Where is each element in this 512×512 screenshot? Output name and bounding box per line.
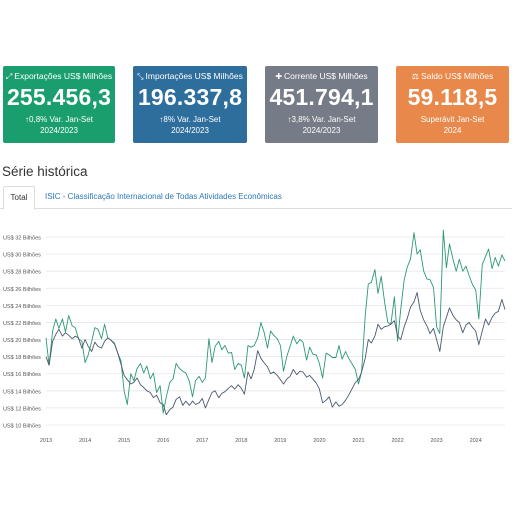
card-period: 2024/2023 <box>302 126 341 135</box>
y-tick-label: US$ 28 Bilhões <box>3 270 41 276</box>
arrow-up-icon: ↑ <box>287 115 292 124</box>
y-tick-label: US$ 18 Bilhões <box>3 355 41 361</box>
card-period: 2024 <box>443 126 462 135</box>
x-tick-label: 2016 <box>157 438 169 444</box>
compress-arrows-icon: ⤡ <box>137 72 144 81</box>
scale-icon: ⚖ <box>411 72 419 81</box>
card-period: 2024/2023 <box>40 126 78 135</box>
card-title: Saldo US$ Milhões <box>420 71 494 81</box>
y-tick-label: US$ 16 Bilhões <box>3 372 41 378</box>
plus-icon: ✚ <box>275 72 283 81</box>
y-tick-label: US$ 24 Bilhões <box>3 304 41 310</box>
x-tick-label: 2014 <box>79 438 91 444</box>
x-tick-label: 2020 <box>313 438 325 444</box>
arrow-up-icon: ↑ <box>159 115 164 124</box>
y-tick-label: US$ 14 Bilhões <box>3 389 41 395</box>
card-variation: Superávit Jan-Set <box>420 115 485 124</box>
x-tick-label: 2022 <box>391 438 403 444</box>
y-tick-label: US$ 22 Bilhões <box>3 321 41 327</box>
series-line-0 <box>45 229 506 414</box>
x-tick-label: 2013 <box>40 438 52 444</box>
card-exportacoes[interactable]: ⤢ Exportações US$ Milhões 255.456,3 ↑0,8%… <box>3 66 115 143</box>
card-value: 255.456,3 <box>6 84 112 110</box>
summary-cards: ⤢ Exportações US$ Milhões 255.456,3 ↑0,8%… <box>0 66 512 144</box>
card-title: Corrente US$ Milhões <box>284 71 368 81</box>
card-corrente[interactable]: ✚ Corrente US$ Milhões 451.794,1 ↑3,8% Va… <box>265 66 378 143</box>
x-tick-label: 2023 <box>431 438 443 444</box>
series-line-1 <box>45 292 506 416</box>
tab-total[interactable]: Total <box>3 186 35 210</box>
x-tick-label: 2024 <box>470 438 482 444</box>
card-variation: 8% Var. Jan-Set <box>163 115 221 124</box>
card-title: Exportações US$ Milhões <box>14 71 113 81</box>
y-tick-label: US$ 26 Bilhões <box>3 287 41 293</box>
expand-arrows-icon: ⤢ <box>5 72 13 81</box>
card-saldo[interactable]: ⚖ Saldo US$ Milhões 59.118,5 Superávit Ja… <box>396 66 509 143</box>
y-tick-label: US$ 32 Bilhões <box>3 236 41 242</box>
card-title: Importações US$ Milhões <box>145 71 243 81</box>
x-tick-label: 2019 <box>274 438 286 444</box>
card-value: 59.118,5 <box>407 84 498 110</box>
card-variation: 3,8% Var. Jan-Set <box>291 115 356 124</box>
x-tick-label: 2021 <box>352 438 364 444</box>
card-period: 2024/2023 <box>171 126 209 135</box>
y-tick-label: US$ 20 Bilhões <box>3 338 41 344</box>
tab-bar: Total ISIC - Classificação Internacional… <box>0 186 512 210</box>
tab-isic[interactable]: ISIC - Classificação Internacional de To… <box>45 192 282 201</box>
card-value: 196.337,8 <box>137 84 243 110</box>
y-tick-label: US$ 10 Bilhões <box>3 424 41 430</box>
card-importacoes[interactable]: ⤡ Importações US$ Milhões 196.337,8 ↑8% V… <box>133 66 247 143</box>
x-tick-label: 2015 <box>118 438 130 444</box>
section-title: Série histórica <box>2 164 88 179</box>
arrow-up-icon: ↑ <box>25 115 30 124</box>
line-chart: US$ 32 Bilhões US$ 30 Bilhões US$ 28 Bilhõ… <box>3 229 506 444</box>
x-tick-label: 2017 <box>196 438 208 444</box>
card-variation: 0,8% Var. Jan-Set <box>29 115 93 124</box>
x-tick-label: 2018 <box>235 438 247 444</box>
y-tick-label: US$ 30 Bilhões <box>3 253 41 259</box>
y-tick-label: US$ 12 Bilhões <box>3 406 41 412</box>
card-value: 451.794,1 <box>269 84 374 110</box>
